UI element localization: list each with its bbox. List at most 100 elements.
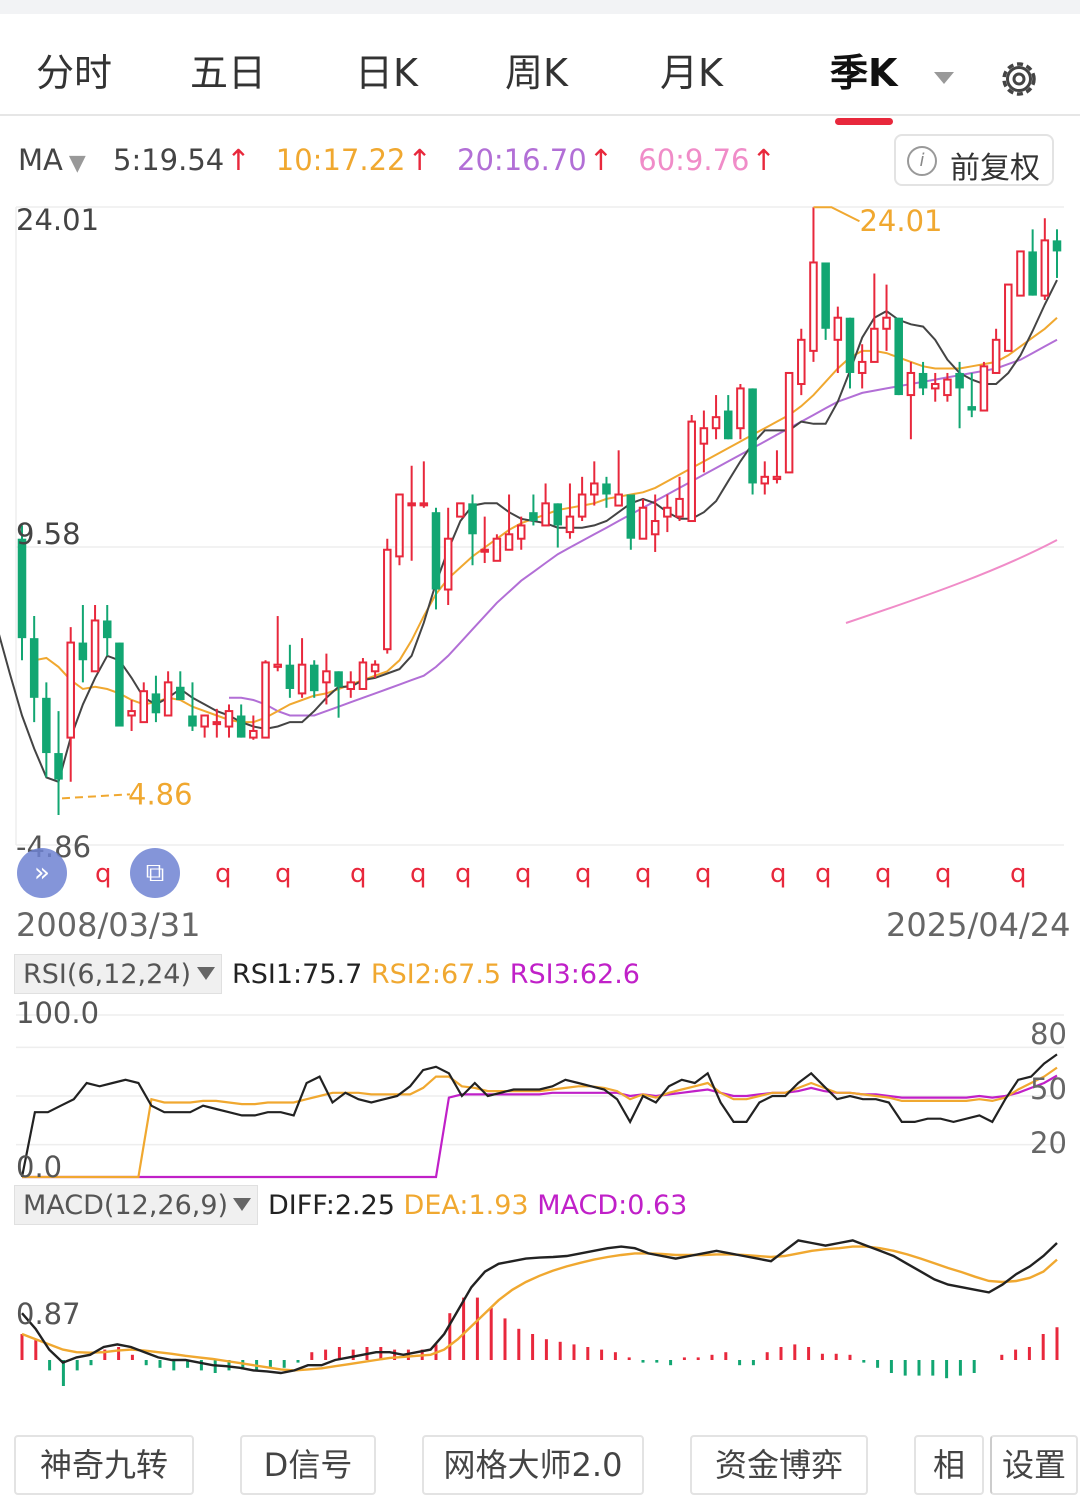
chevron-down-icon[interactable] (934, 72, 954, 84)
candle-body (723, 410, 733, 440)
candle-body (991, 338, 1001, 374)
toolbar-button-shenqi[interactable]: 神奇九转 (14, 1435, 194, 1495)
candle-body (565, 515, 575, 534)
toolbar-button-grid-master[interactable]: 网格大师2.0 (422, 1435, 644, 1495)
candle-body (163, 681, 173, 717)
adjust-mode-label: 前复权 (950, 151, 1040, 186)
candle-body (468, 503, 477, 535)
candle-body (906, 371, 916, 397)
tab-zhouk[interactable]: 周K (505, 51, 568, 95)
ma-label[interactable]: MA (18, 143, 63, 177)
toolbar-button-settings[interactable]: 设置 (990, 1435, 1078, 1495)
ma5-value: 5:19.54↑ (113, 143, 251, 177)
candle-body (17, 538, 27, 639)
rsi-values: RSI1:75.7 RSI2:67.5 RSI3:62.6 (232, 959, 640, 990)
tab-rik[interactable]: 日K (355, 51, 418, 95)
peak-price-label: 24.01 (859, 204, 942, 238)
active-tab-indicator (835, 118, 893, 125)
candle-body (151, 693, 161, 714)
rsi-selector[interactable]: RSI(6,12,24) (14, 954, 222, 994)
candle-body (553, 503, 563, 526)
tab-jik[interactable]: 季K (830, 51, 898, 95)
period-tabs: 分时 五日 日K 周K 月K 季K (0, 14, 1080, 125)
peak-pointer (813, 206, 860, 223)
candle-body (54, 753, 63, 780)
candle-body (918, 372, 928, 389)
candle-body (66, 641, 75, 739)
fullscreen-icon[interactable]: ⧉ (130, 848, 180, 898)
candle-body (1028, 251, 1037, 296)
macd-selector[interactable]: MACD(12,26,9) (14, 1185, 258, 1225)
q-marker: q (410, 859, 427, 889)
q-marker: q (635, 859, 652, 889)
rsi-chart[interactable] (0, 995, 1080, 1180)
candle-body (955, 372, 964, 389)
candle-body (748, 388, 757, 484)
chevron-down-icon[interactable]: ▼ (68, 151, 86, 176)
candle-body (1052, 240, 1062, 252)
rsi1-line (20, 1053, 1058, 1178)
candle-body (1004, 283, 1013, 352)
tab-yuek[interactable]: 月K (660, 51, 723, 95)
q-marker: q (770, 859, 787, 889)
adjust-mode-button[interactable]: i 前复权 (894, 134, 1054, 186)
rsi-max-label: 100.0 (16, 996, 100, 1030)
toolbar-button-fund-game[interactable]: 资金博弈 (690, 1435, 868, 1495)
macd-selector-label: MACD(12,26,9) (23, 1190, 229, 1221)
chevron-down-icon (233, 1198, 251, 1211)
candle-body (504, 533, 514, 551)
candle-body (833, 316, 843, 341)
tab-wuri[interactable]: 五日 (190, 51, 267, 95)
q-marker: q (695, 859, 712, 889)
candle-body (297, 663, 307, 695)
macd-values: DIFF:2.25 DEA:1.93 MACD:0.63 (268, 1190, 687, 1221)
candle-body (930, 383, 940, 390)
candle-body (285, 664, 295, 689)
candle-body (480, 548, 489, 553)
toolbar-button-dsignal[interactable]: D信号 (240, 1435, 376, 1495)
expand-icon[interactable]: » (17, 848, 67, 898)
bottom-toolbar: 神奇九转 D信号 网格大师2.0 资金博弈 相 设置 (0, 1425, 1080, 1512)
ma-legend: MA ▼ 5:19.54↑ 10:17.22↑ 20:16.70↑ 60:9.76… (18, 143, 782, 177)
candle-body (443, 537, 453, 591)
gear-icon[interactable] (996, 56, 1042, 102)
rsi3-line (22, 1074, 1058, 1179)
candle-body (261, 661, 270, 739)
diff-value: DIFF:2.25 (268, 1190, 395, 1221)
candle-body (407, 502, 416, 507)
end-date-label: 2025/04/24 (886, 906, 1071, 944)
candle-body (638, 506, 648, 540)
macd-chart[interactable] (0, 1225, 1080, 1420)
candle-body (395, 493, 404, 558)
candlestick-chart[interactable]: 24.014.86q q q q q q q q q q q q q q q (0, 190, 1080, 900)
candle-body (383, 548, 392, 651)
ma60-line (845, 539, 1058, 624)
rsi-selector-label: RSI(6,12,24) (23, 959, 191, 990)
candle-body (772, 475, 782, 481)
rsi-level-50: 50 (1030, 1072, 1067, 1106)
q-marker: q (215, 859, 232, 889)
candle-body (212, 721, 222, 726)
candle-body (309, 664, 319, 692)
q-marker: q (815, 859, 832, 889)
rsi2-value: RSI2:67.5 (370, 959, 502, 990)
candle-body (90, 619, 100, 673)
candle-body (1040, 239, 1050, 297)
ma60-value: 60:9.76↑ (638, 143, 776, 177)
candle-body (663, 506, 672, 518)
candle-body (784, 371, 794, 474)
candle-body (273, 663, 282, 668)
q-marker: q (95, 859, 112, 889)
candle-body (1016, 250, 1025, 297)
candle-body (200, 714, 209, 728)
ma10-value: 10:17.22↑ (275, 143, 432, 177)
candle-body (590, 482, 599, 496)
status-bar (0, 0, 1080, 14)
candle-body (687, 420, 696, 523)
toolbar-button-partial[interactable]: 相 (914, 1435, 984, 1495)
tab-fenshi[interactable]: 分时 (36, 51, 113, 95)
candle-body (516, 524, 526, 540)
candle-body (577, 493, 587, 518)
candle-body (78, 642, 88, 661)
q-marker: q (350, 859, 367, 889)
